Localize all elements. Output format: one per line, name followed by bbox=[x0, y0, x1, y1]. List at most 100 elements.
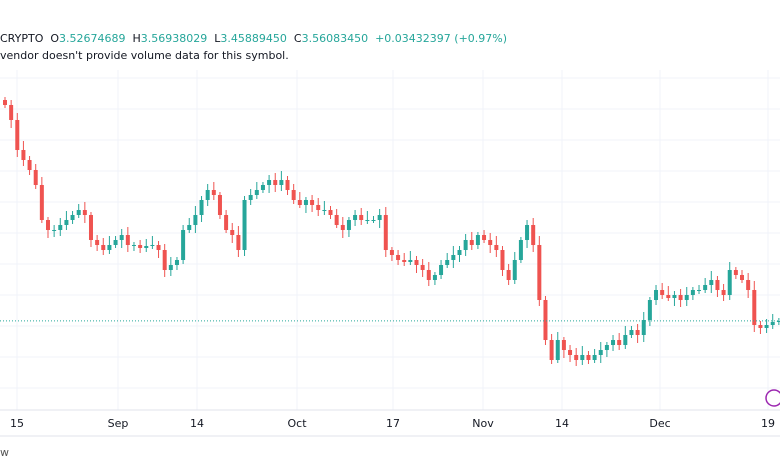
candle-body bbox=[181, 230, 186, 260]
candle-body bbox=[592, 355, 597, 360]
symbol-label: CRYPTO bbox=[0, 32, 44, 45]
candle-body bbox=[88, 215, 93, 240]
candle-body bbox=[402, 260, 407, 262]
candle-body bbox=[119, 235, 124, 240]
candle-body bbox=[463, 240, 468, 250]
candle-body bbox=[733, 270, 738, 275]
candle-body bbox=[365, 220, 370, 221]
candle-body bbox=[568, 350, 573, 355]
candle-body bbox=[125, 235, 130, 245]
candle-body bbox=[776, 321, 780, 322]
candle-body bbox=[144, 246, 149, 248]
candle-body bbox=[475, 235, 480, 245]
candle-body bbox=[740, 275, 745, 280]
candle-body bbox=[45, 220, 50, 230]
candle-body bbox=[727, 270, 732, 295]
candle-body bbox=[95, 240, 100, 245]
candle-body bbox=[500, 250, 505, 270]
candle-body bbox=[549, 340, 554, 360]
close-label: C bbox=[293, 32, 302, 45]
candle-body bbox=[322, 210, 327, 211]
candle-body bbox=[260, 185, 265, 190]
candle-body bbox=[518, 240, 523, 260]
candle-body bbox=[678, 295, 683, 300]
candle-body bbox=[690, 290, 695, 295]
candle-body bbox=[21, 150, 26, 160]
candle-body bbox=[758, 325, 763, 328]
candle-body bbox=[33, 170, 38, 185]
candle-body bbox=[58, 225, 63, 230]
high-label: H bbox=[132, 32, 141, 45]
candlestick-chart[interactable]: 15 Sep 14 Oct 17 Nov 14 Dec 19 bbox=[0, 0, 780, 440]
candle-body bbox=[346, 220, 351, 230]
x-tick-label: Nov bbox=[472, 417, 494, 430]
candle-body bbox=[770, 322, 775, 325]
candle-body bbox=[150, 245, 155, 246]
candle-body bbox=[611, 340, 616, 345]
candle-body bbox=[297, 200, 302, 205]
candle-body bbox=[39, 185, 44, 220]
ohlc-legend: CRYPTO O3.52674689 H3.56938029 L3.458894… bbox=[0, 32, 507, 45]
candle-body bbox=[494, 245, 499, 250]
volume-note: vendor doesn't provide volume data for t… bbox=[0, 49, 289, 62]
candle-body bbox=[746, 280, 751, 290]
candle-body bbox=[285, 180, 290, 190]
candle-body bbox=[635, 330, 640, 335]
candle-body bbox=[131, 245, 136, 246]
candle-body bbox=[9, 105, 14, 120]
candle-body bbox=[604, 345, 609, 350]
candle-body bbox=[15, 120, 20, 150]
x-tick-label: Sep bbox=[108, 417, 129, 430]
candle-body bbox=[709, 280, 714, 285]
candle-body bbox=[254, 190, 259, 195]
candle-body bbox=[217, 195, 222, 215]
candle-body bbox=[512, 260, 517, 280]
candle-body bbox=[371, 220, 376, 221]
candle-body bbox=[457, 250, 462, 255]
candle-body bbox=[52, 230, 57, 231]
candle-body bbox=[697, 290, 702, 291]
candle-body bbox=[531, 225, 536, 245]
footer-text: w bbox=[0, 446, 9, 459]
candle-body bbox=[684, 295, 689, 300]
event-marker-icon bbox=[765, 389, 780, 407]
candle-body bbox=[488, 240, 493, 245]
candle-body bbox=[647, 300, 652, 320]
candle-body bbox=[3, 100, 7, 105]
candle-body bbox=[242, 200, 247, 250]
candle-body bbox=[586, 355, 591, 360]
candle-body bbox=[666, 295, 671, 298]
candle-body bbox=[580, 355, 585, 360]
candle-body bbox=[623, 335, 628, 345]
candle-body bbox=[451, 255, 456, 260]
candle-body bbox=[561, 340, 566, 350]
candle-body bbox=[187, 225, 192, 230]
candle-body bbox=[721, 290, 726, 295]
close-value: 3.56083450 bbox=[301, 32, 369, 45]
x-tick-label: Dec bbox=[649, 417, 670, 430]
candle-body bbox=[70, 215, 75, 220]
candle-body bbox=[193, 215, 198, 225]
candle-body bbox=[672, 295, 677, 298]
candle-body bbox=[64, 220, 69, 225]
candle-body bbox=[248, 195, 253, 200]
low-value: 3.45889450 bbox=[220, 32, 287, 45]
x-tick-label: 17 bbox=[386, 417, 400, 430]
candle-body bbox=[267, 180, 272, 185]
candle-body bbox=[310, 200, 315, 205]
candle-body bbox=[168, 265, 173, 270]
candle-body bbox=[703, 285, 708, 290]
candle-body bbox=[525, 225, 530, 240]
candle-body bbox=[469, 240, 474, 245]
candle-body bbox=[211, 190, 216, 195]
high-value: 3.56938029 bbox=[140, 32, 208, 45]
candle-body bbox=[224, 215, 229, 230]
candle-body bbox=[236, 235, 241, 250]
candle-body bbox=[396, 255, 401, 260]
candle-body bbox=[82, 210, 87, 215]
candle-body bbox=[617, 340, 622, 345]
candle-body bbox=[445, 260, 450, 265]
x-tick-label: 19 bbox=[761, 417, 775, 430]
candle-body bbox=[205, 190, 210, 200]
candle-body bbox=[715, 280, 720, 290]
